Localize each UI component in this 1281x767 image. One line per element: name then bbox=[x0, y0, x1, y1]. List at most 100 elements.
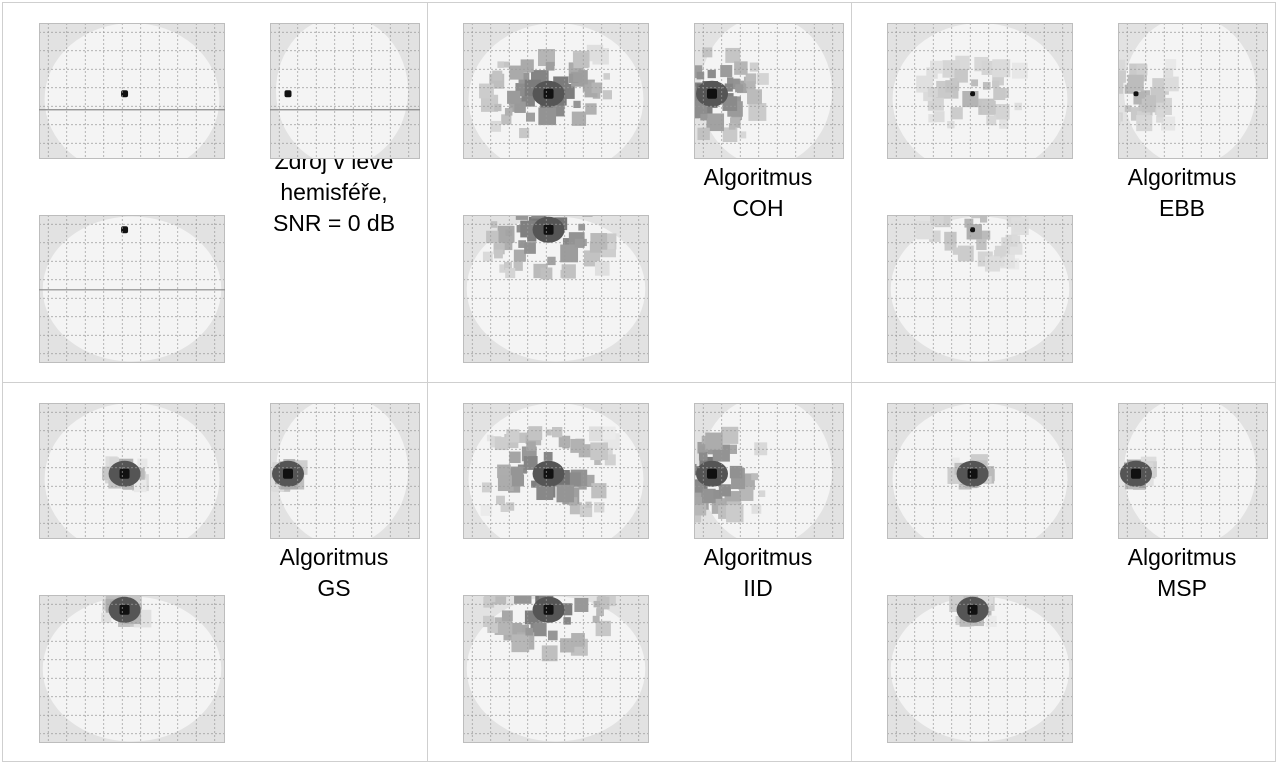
activation-blob bbox=[721, 426, 739, 444]
activation-blob bbox=[490, 221, 498, 228]
activation-blob bbox=[1165, 58, 1177, 70]
activation-blob bbox=[700, 113, 707, 121]
caption-line: Algoritmus bbox=[1127, 543, 1237, 570]
activation-blob bbox=[724, 83, 733, 92]
activation-blob bbox=[694, 100, 708, 119]
activation-blob bbox=[694, 481, 703, 493]
activation-blob bbox=[509, 451, 521, 464]
coronal-projection bbox=[270, 23, 420, 159]
activation-blob bbox=[1118, 76, 1124, 94]
activation-blob bbox=[533, 622, 547, 637]
activation-peak bbox=[543, 604, 554, 615]
activation-blob bbox=[923, 91, 933, 102]
activation-blob bbox=[501, 114, 512, 125]
activation-blob bbox=[727, 77, 734, 84]
activation-blob bbox=[547, 630, 558, 641]
coronal-projection bbox=[270, 403, 420, 539]
activation-blob bbox=[957, 245, 974, 262]
activation-blob bbox=[954, 69, 968, 83]
sagittal-projection bbox=[39, 403, 225, 539]
activation-blob bbox=[929, 215, 944, 226]
activation-peak bbox=[967, 604, 978, 615]
panel-caption: Algoritmus GS bbox=[241, 383, 427, 762]
caption-line: MSP bbox=[1157, 574, 1207, 601]
sagittal-projection bbox=[463, 23, 649, 159]
activation-blob bbox=[728, 123, 736, 130]
activation-blob bbox=[571, 111, 587, 126]
activation-blob bbox=[480, 504, 493, 516]
activation-blob bbox=[606, 447, 613, 455]
activation-blob bbox=[484, 595, 496, 603]
coronal-projection bbox=[694, 403, 844, 539]
activation-blob bbox=[109, 457, 120, 467]
activation-blob bbox=[481, 94, 499, 112]
caption-line: Algoritmus bbox=[703, 543, 813, 570]
activation-blob bbox=[749, 62, 759, 72]
caption-line: IID bbox=[743, 574, 773, 601]
activation-blob bbox=[607, 242, 615, 250]
activation-blob bbox=[603, 73, 610, 80]
row-divider bbox=[3, 382, 1275, 383]
activation-blob bbox=[929, 230, 941, 243]
activation-blob bbox=[483, 596, 495, 608]
activation-blob bbox=[984, 256, 1001, 272]
activation-blob bbox=[757, 73, 769, 85]
brain-outline bbox=[890, 596, 1070, 742]
activation-peak bbox=[543, 224, 554, 235]
panel-msp: Algoritmus MSP bbox=[851, 383, 1275, 762]
activation-blob bbox=[482, 251, 493, 262]
activation-blob bbox=[985, 615, 997, 627]
activation-blob bbox=[696, 71, 705, 80]
activation-blob bbox=[978, 595, 994, 606]
panel-iid: Algoritmus IID bbox=[427, 383, 851, 762]
activation-blob bbox=[501, 610, 513, 622]
activation-blob bbox=[570, 438, 585, 453]
coronal-projection bbox=[694, 23, 844, 159]
caption-line: Algoritmus bbox=[1127, 163, 1237, 190]
activation-blob bbox=[992, 73, 1004, 86]
activation-blob bbox=[494, 617, 513, 635]
activation-blob bbox=[1156, 115, 1164, 123]
activation-blob bbox=[720, 65, 733, 78]
activation-blob bbox=[511, 474, 525, 487]
activation-blob bbox=[504, 108, 513, 116]
activation-blob bbox=[595, 620, 611, 637]
activation-blob bbox=[515, 215, 529, 220]
activation-blob bbox=[927, 87, 938, 98]
activation-blob bbox=[513, 249, 526, 262]
activation-blob bbox=[933, 111, 945, 123]
activation-blob bbox=[563, 617, 571, 625]
activation-blob bbox=[586, 44, 604, 62]
axial-projection bbox=[39, 595, 225, 743]
activation-blob bbox=[751, 504, 762, 514]
activation-blob bbox=[992, 80, 1000, 88]
activation-blob bbox=[982, 82, 991, 90]
panel-source: Zdroj v levé hemisféře, SNR = 0 dB bbox=[3, 3, 427, 382]
activation-blob bbox=[747, 89, 762, 105]
activation-blob bbox=[1005, 234, 1018, 247]
activation-blob bbox=[602, 426, 616, 440]
activation-blob bbox=[739, 131, 747, 139]
activation-blob bbox=[1136, 64, 1148, 76]
activation-blob bbox=[486, 230, 499, 244]
activation-blob bbox=[552, 426, 563, 438]
activation-blob bbox=[543, 451, 553, 461]
caption-line: SNR = 0 dB bbox=[272, 210, 396, 236]
activation-blob bbox=[984, 476, 992, 483]
activation-blob bbox=[739, 486, 754, 501]
activation-blob bbox=[566, 472, 581, 487]
activation-blob bbox=[514, 595, 532, 604]
activation-blob bbox=[950, 107, 963, 120]
activation-blob bbox=[492, 70, 503, 81]
activation-peak bbox=[1133, 91, 1139, 97]
activation-blob bbox=[993, 87, 1006, 101]
activation-blob bbox=[950, 457, 960, 467]
activation-blob bbox=[758, 490, 766, 497]
activation-blob bbox=[1163, 68, 1174, 79]
panel-caption: Algoritmus EBB bbox=[1089, 3, 1275, 382]
activation-peak bbox=[707, 468, 717, 479]
activation-blob bbox=[523, 456, 538, 470]
panel-caption: Algoritmus MSP bbox=[1089, 383, 1275, 762]
activation-peak bbox=[121, 226, 129, 234]
activation-blob bbox=[1157, 109, 1166, 118]
